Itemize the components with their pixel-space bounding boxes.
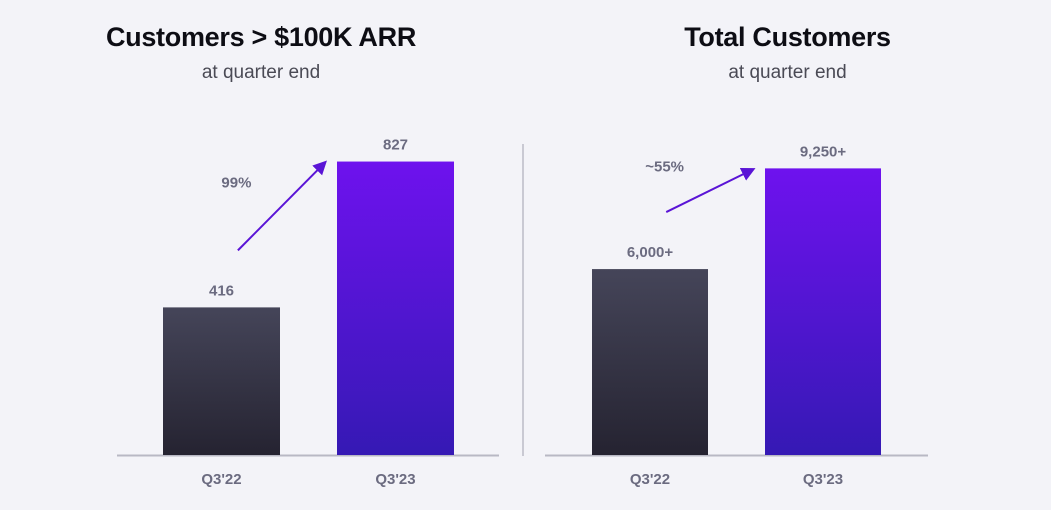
bar-q3-22 [163, 307, 280, 455]
growth-arrow [665, 168, 756, 213]
growth-label: 99% [221, 174, 251, 191]
bar-q3-23 [765, 168, 881, 455]
data-label: 6,000+ [627, 244, 674, 261]
x-tick-label: Q3'22 [201, 471, 241, 488]
bar-q3-23 [337, 161, 454, 455]
chart-arr-customers: 416 Q3'22 827 Q3'23 99% [117, 137, 499, 488]
chart-title-arr: Customers > $100K ARR [105, 22, 417, 52]
panel-divider [522, 144, 524, 456]
chart-subtitle-arr: at quarter end [201, 62, 321, 83]
data-label: 416 [209, 282, 234, 299]
chart-title-total: Total Customers [684, 22, 891, 52]
chart-total-customers: 6,000+ Q3'22 9,250+ Q3'23 ~55% [545, 143, 928, 488]
growth-label: ~55% [645, 159, 684, 176]
chart-subtitle-total: at quarter end [728, 62, 847, 83]
x-tick-label: Q3'23 [803, 471, 843, 488]
data-label: 9,250+ [800, 143, 847, 160]
data-label: 827 [383, 137, 408, 154]
x-tick-label: Q3'22 [630, 471, 670, 488]
x-tick-label: Q3'23 [375, 471, 415, 488]
chart-panel-arr: Customers > $100K ARR at quarter end [0, 0, 522, 510]
growth-arrow [237, 160, 327, 252]
chart-panel-total: Total Customers at quarter end [524, 0, 1051, 510]
bar-q3-22 [592, 269, 708, 455]
